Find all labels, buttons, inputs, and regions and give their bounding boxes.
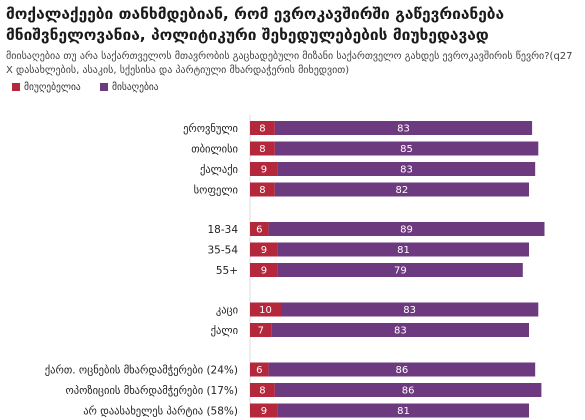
value-label-unacceptable: 8 [259, 144, 265, 155]
value-label-unacceptable: 9 [261, 245, 267, 256]
category-label: არ დაასახელეს პარტია (58%) [83, 406, 238, 418]
value-label-unacceptable: 8 [259, 185, 265, 196]
value-label-acceptable: 86 [396, 365, 409, 376]
bar-acceptable [277, 263, 523, 277]
value-label-unacceptable: 6 [256, 365, 262, 376]
category-label: 55+ [216, 265, 238, 277]
bar-acceptable [274, 141, 539, 156]
bar-unacceptable [250, 403, 278, 418]
value-label-unacceptable: 9 [261, 266, 267, 277]
value-label-acceptable: 81 [397, 406, 410, 417]
chart-title: მოქალაქეები თანხმდებიან, რომ ევროკავშირშ… [6, 5, 505, 44]
bar-unacceptable [250, 362, 269, 377]
category-label: ქართ. ოცნების მხარდამჭერები (24%) [45, 365, 238, 377]
value-label-acceptable: 83 [403, 305, 416, 316]
bar-unacceptable [250, 263, 278, 277]
bar-unacceptable [250, 182, 275, 197]
legend-label-acceptable: მისაღებია [112, 82, 159, 93]
value-label-unacceptable: 6 [256, 225, 262, 236]
bar-acceptable [271, 323, 529, 337]
value-label-acceptable: 85 [400, 144, 413, 155]
value-label-acceptable: 89 [400, 225, 413, 236]
bar-unacceptable [250, 383, 275, 397]
category-label: 18-34 [207, 224, 238, 236]
category-label: კაცი [216, 305, 238, 317]
bar-acceptable [274, 121, 533, 135]
bar-acceptable [268, 362, 536, 377]
bar-unacceptable [250, 242, 278, 257]
bar-acceptable [281, 302, 539, 317]
value-label-acceptable: 86 [402, 386, 415, 397]
legend-swatch-acceptable [100, 82, 108, 91]
legend-swatch-unacceptable [12, 82, 20, 91]
value-label-acceptable: 79 [394, 266, 407, 277]
value-label-acceptable: 82 [396, 185, 409, 196]
bar-unacceptable [250, 222, 269, 236]
bar-acceptable [277, 162, 536, 176]
bar-unacceptable [250, 121, 275, 135]
bar-acceptable [274, 383, 542, 397]
value-label-unacceptable: 9 [261, 165, 267, 176]
category-label: ქალი [211, 325, 238, 337]
legend-item-acceptable: მისაღებია [100, 82, 159, 93]
value-label-acceptable: 83 [400, 165, 413, 176]
bar-unacceptable [250, 323, 272, 337]
value-label-acceptable: 83 [397, 124, 410, 135]
value-label-unacceptable: 8 [259, 124, 265, 135]
bar-acceptable [274, 182, 529, 197]
legend-item-unacceptable: მიუღებელია [12, 82, 81, 93]
chart-subtitle: მიისაღებია თუ არა საქართველოს მთავრობის … [6, 51, 573, 76]
category-label: ქალაქი [200, 164, 238, 176]
category-label: თბილისი [191, 144, 238, 156]
category-label: ოპოზიციის მხარდამჭერები (17%) [65, 385, 238, 397]
bar-unacceptable [250, 162, 278, 176]
value-label-unacceptable: 10 [259, 305, 272, 316]
bar-acceptable [277, 403, 529, 418]
category-label: 35-54 [207, 245, 238, 257]
category-label: სოფელი [194, 185, 238, 197]
bar-unacceptable [250, 141, 275, 156]
bar-acceptable [277, 242, 529, 257]
value-label-acceptable: 83 [394, 326, 407, 337]
value-label-unacceptable: 9 [261, 406, 267, 417]
value-label-unacceptable: 7 [258, 326, 264, 337]
value-label-unacceptable: 8 [259, 386, 265, 397]
category-label: ეროვნული [183, 123, 238, 135]
bar-unacceptable [250, 302, 281, 317]
value-label-acceptable: 81 [397, 245, 410, 256]
bar-acceptable [268, 222, 545, 236]
legend-label-unacceptable: მიუღებელია [24, 82, 81, 93]
